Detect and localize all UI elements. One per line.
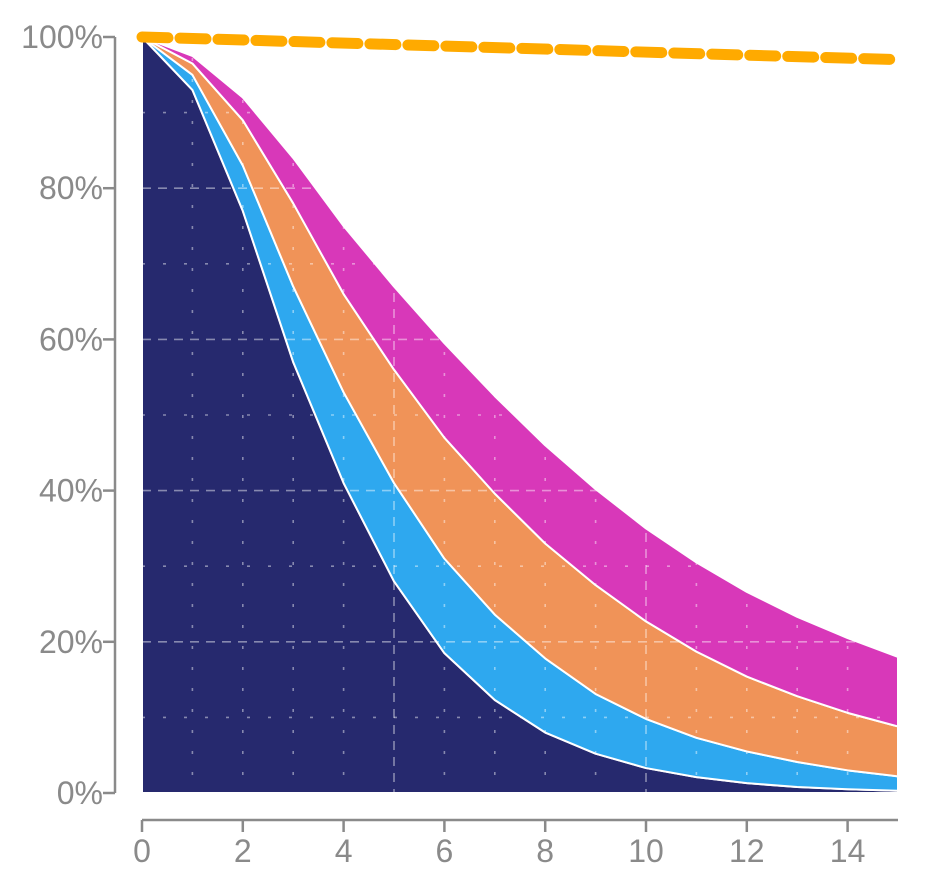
reference-line-group xyxy=(136,31,904,66)
x-tick-label: 6 xyxy=(436,833,454,869)
y-ticks: 0% 20% 40% 60% 80% 100% xyxy=(21,19,115,811)
x-tick-label: 2 xyxy=(234,833,252,869)
y-tick-label: 20% xyxy=(39,624,103,660)
gridlines xyxy=(142,37,898,793)
axes xyxy=(113,37,898,822)
y-tick-label: 80% xyxy=(39,170,103,206)
x-tick-label: 8 xyxy=(536,833,554,869)
x-tick-label: 12 xyxy=(729,833,765,869)
x-tick-label: 10 xyxy=(628,833,664,869)
x-ticks: 0 2 4 6 8 10 12 14 xyxy=(133,820,865,869)
x-tick-label: 0 xyxy=(133,833,151,869)
y-tick-label: 0% xyxy=(57,775,103,811)
area-band-4 xyxy=(141,36,899,728)
y-tick-label: 60% xyxy=(39,321,103,357)
reference-line xyxy=(136,31,904,66)
area-bands xyxy=(141,36,899,794)
x-tick-label: 14 xyxy=(830,833,866,869)
y-tick-label: 100% xyxy=(21,19,103,55)
x-tick-label: 4 xyxy=(335,833,353,869)
y-tick-label: 40% xyxy=(39,473,103,509)
